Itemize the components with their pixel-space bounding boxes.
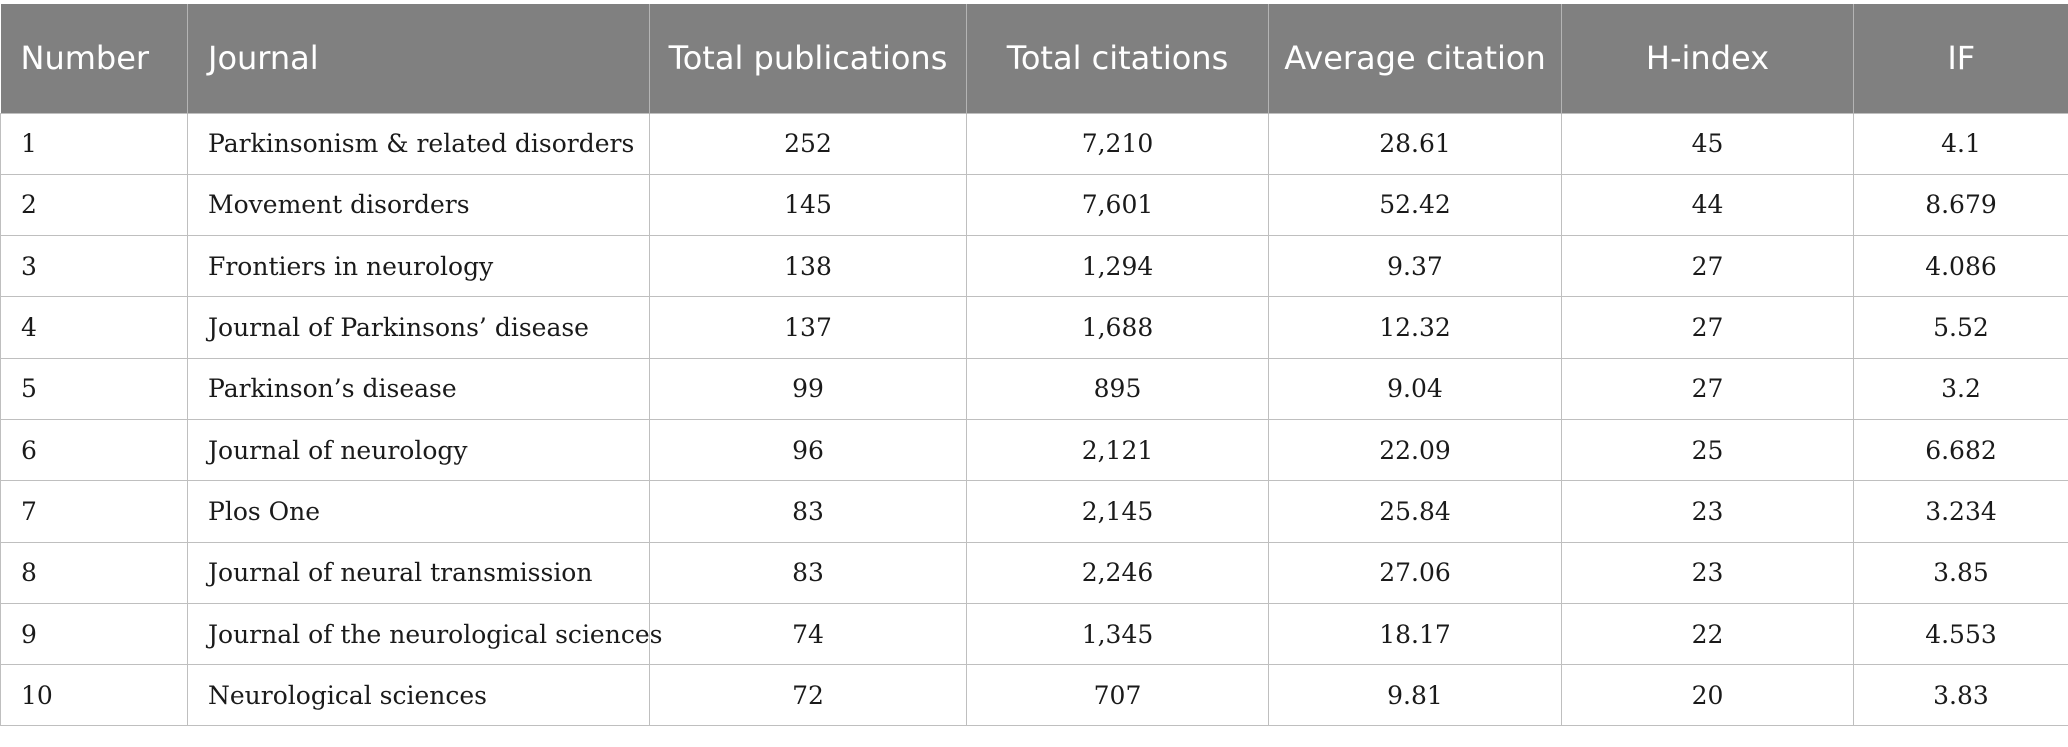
cell-if: 3.2 [1853, 358, 2068, 420]
cell-total-citations: 1,294 [966, 235, 1269, 298]
cell-total-citations: 7,210 [966, 112, 1269, 175]
cell-journal: Parkinson’s disease [187, 358, 650, 420]
cell-total-citations: 1,688 [966, 296, 1269, 359]
cell-h-index: 23 [1561, 480, 1854, 543]
cell-journal: Journal of neurology [187, 419, 650, 482]
cell-journal: Movement disorders [187, 174, 650, 237]
table-row: 9 Journal of the neurological sciences 74 1… [0, 603, 2068, 666]
cell-average-citation: 12.32 [1268, 296, 1562, 359]
cell-h-index: 27 [1561, 358, 1854, 420]
table-row: 6 Journal of neurology 96 2,121 22.09 25 6.682 [0, 419, 2068, 482]
table-row: 2 Movement disorders 145 7,601 52.42 44 8.679 [0, 174, 2068, 237]
cell-total-publications: 99 [649, 358, 967, 420]
cell-total-citations: 2,246 [966, 542, 1269, 604]
cell-average-citation: 9.04 [1268, 358, 1562, 420]
table-row: 10 Neurological sciences 72 707 9.81 20 3.83 [0, 664, 2068, 727]
cell-average-citation: 9.81 [1268, 664, 1562, 727]
cell-average-citation: 27.06 [1268, 542, 1562, 604]
cell-total-publications: 96 [649, 419, 967, 482]
cell-number: 8 [0, 542, 188, 604]
cell-total-publications: 83 [649, 480, 967, 543]
cell-number: 5 [0, 358, 188, 420]
cell-h-index: 20 [1561, 664, 1854, 727]
cell-total-publications: 72 [649, 664, 967, 727]
cell-average-citation: 18.17 [1268, 603, 1562, 666]
journal-table-container: Number Journal Total publications Total … [0, 4, 2068, 727]
cell-journal: Journal of the neurological sciences [187, 603, 662, 666]
table-row: 3 Frontiers in neurology 138 1,294 9.37 27 4.0… [0, 235, 2068, 298]
header-h-index: H-index [1561, 4, 1854, 113]
cell-total-publications: 138 [649, 235, 967, 298]
cell-number: 6 [0, 419, 188, 482]
cell-total-publications: 137 [649, 296, 967, 359]
header-row: Number Journal Total publications Total … [0, 4, 2068, 113]
cell-h-index: 45 [1561, 112, 1854, 175]
journal-table: Number Journal Total publications Total … [0, 4, 2068, 727]
cell-total-citations: 1,345 [966, 603, 1269, 666]
cell-average-citation: 28.61 [1268, 112, 1562, 175]
cell-average-citation: 22.09 [1268, 419, 1562, 482]
cell-number: 9 [0, 603, 188, 666]
cell-total-citations: 2,121 [966, 419, 1269, 482]
table-header: Number Journal Total publications Total … [0, 4, 2068, 113]
cell-if: 4.1 [1853, 112, 2068, 175]
cell-h-index: 27 [1561, 235, 1854, 298]
cell-if: 4.553 [1853, 603, 2068, 666]
cell-journal: Journal of neural transmission [187, 542, 650, 604]
cell-h-index: 22 [1561, 603, 1854, 666]
cell-total-citations: 7,601 [966, 174, 1269, 237]
cell-total-citations: 2,145 [966, 480, 1269, 543]
header-journal: Journal [187, 4, 650, 113]
cell-total-publications: 74 [649, 603, 967, 666]
cell-h-index: 44 [1561, 174, 1854, 237]
header-number: Number [0, 4, 188, 113]
cell-number: 4 [0, 296, 188, 359]
table-body: 1 Parkinsonism & related disorders 252 7,21… [0, 112, 2068, 727]
cell-average-citation: 25.84 [1268, 480, 1562, 543]
cell-number: 10 [0, 664, 188, 727]
cell-total-citations: 895 [966, 358, 1269, 420]
cell-if: 3.85 [1853, 542, 2068, 604]
cell-if: 3.234 [1853, 480, 2068, 543]
table-row: 5 Parkinson’s disease 99 895 9.04 27 3.2 [0, 358, 2068, 420]
cell-total-publications: 145 [649, 174, 967, 237]
cell-journal: Plos One [187, 480, 650, 543]
cell-if: 8.679 [1853, 174, 2068, 237]
cell-number: 3 [0, 235, 188, 298]
table-row: 8 Journal of neural transmission 83 2,246 27… [0, 542, 2068, 604]
cell-journal: Neurological sciences [187, 664, 650, 727]
cell-h-index: 23 [1561, 542, 1854, 604]
header-total-citations: Total citations [966, 4, 1269, 113]
cell-average-citation: 9.37 [1268, 235, 1562, 298]
cell-journal: Parkinsonism & related disorders [187, 112, 650, 175]
header-average-citation: Average citation [1268, 4, 1562, 113]
cell-total-publications: 252 [649, 112, 967, 175]
cell-h-index: 25 [1561, 419, 1854, 482]
cell-h-index: 27 [1561, 296, 1854, 359]
cell-average-citation: 52.42 [1268, 174, 1562, 237]
cell-journal: Frontiers in neurology [187, 235, 650, 298]
cell-number: 1 [0, 112, 188, 175]
header-if: IF [1853, 4, 2068, 113]
cell-journal: Journal of Parkinsons’ disease [187, 296, 650, 359]
table-row: 7 Plos One 83 2,145 25.84 23 3.234 [0, 480, 2068, 543]
cell-if: 5.52 [1853, 296, 2068, 359]
cell-if: 4.086 [1853, 235, 2068, 298]
cell-number: 7 [0, 480, 188, 543]
header-total-publications: Total publications [649, 4, 967, 113]
cell-total-publications: 83 [649, 542, 967, 604]
cell-if: 3.83 [1853, 664, 2068, 727]
table-row: 1 Parkinsonism & related disorders 252 7,21… [0, 112, 2068, 175]
cell-total-citations: 707 [966, 664, 1269, 727]
cell-number: 2 [0, 174, 188, 237]
cell-if: 6.682 [1853, 419, 2068, 482]
table-row: 4 Journal of Parkinsons’ disease 137 1,688 1… [0, 296, 2068, 359]
